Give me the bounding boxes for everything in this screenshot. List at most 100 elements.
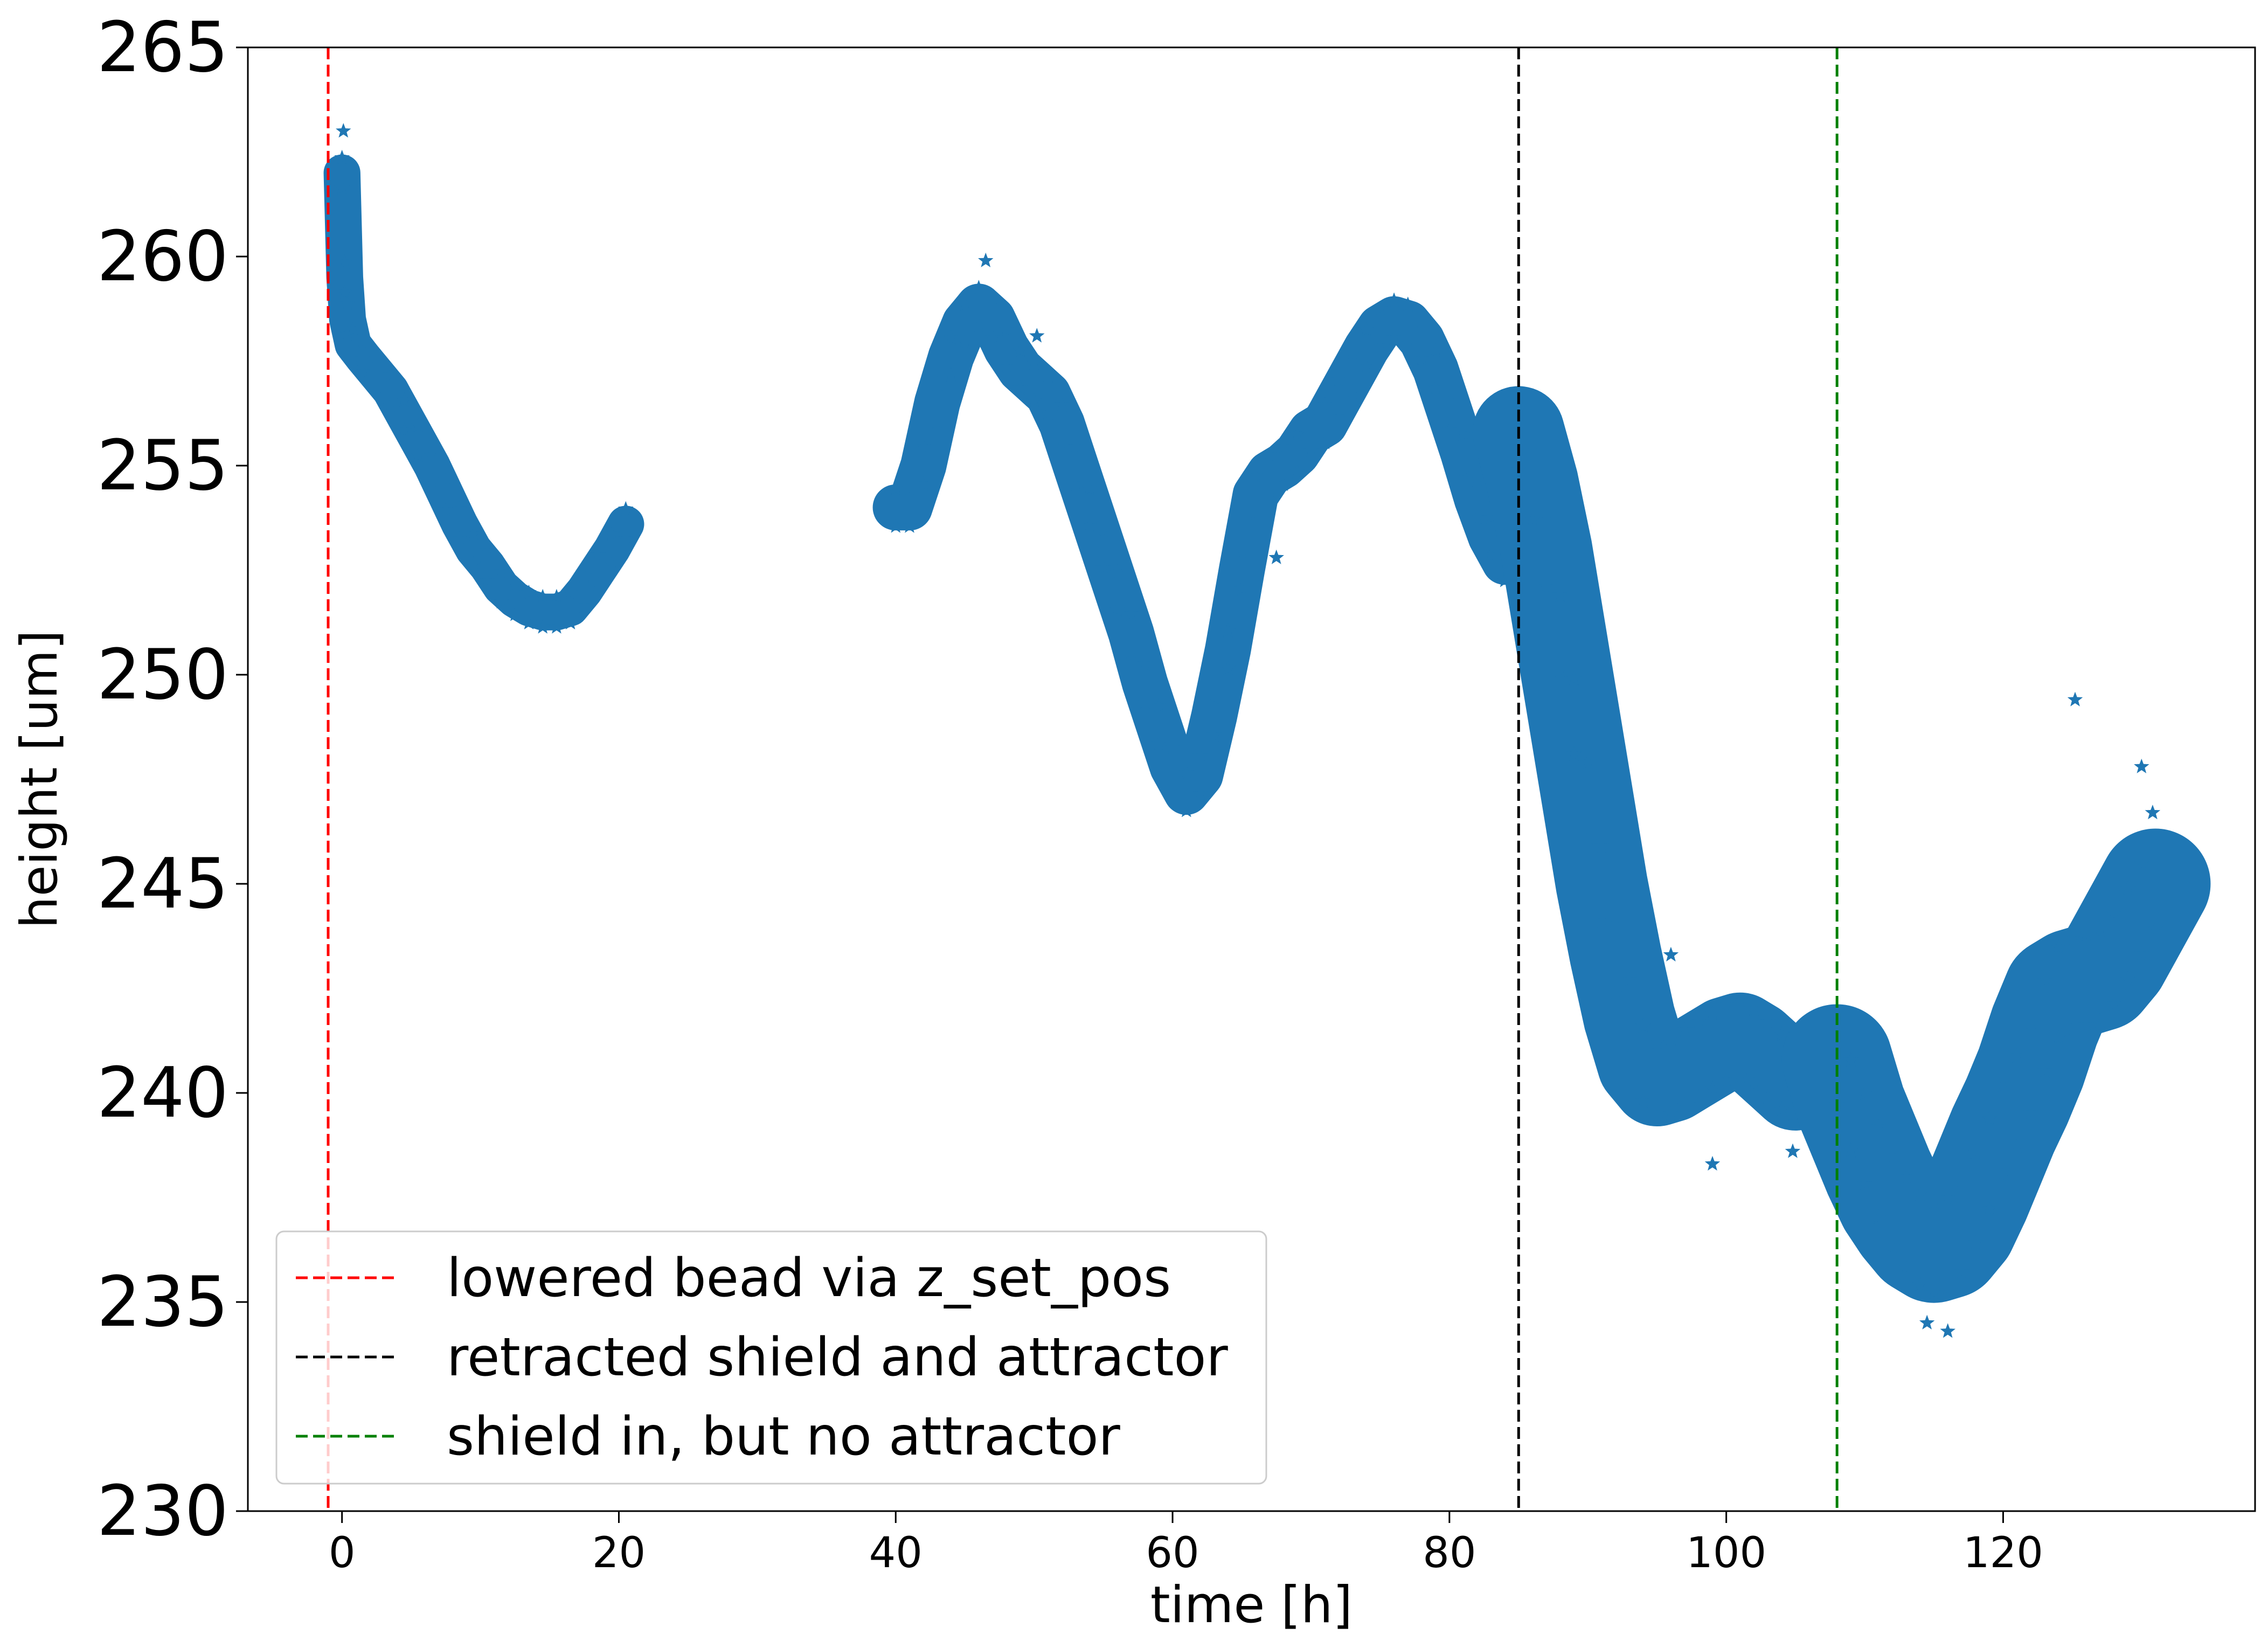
data-point <box>2120 971 2135 986</box>
data-point <box>1344 384 1361 399</box>
data-point <box>1261 484 1278 500</box>
data-point <box>2064 931 2080 946</box>
data-point <box>1954 1264 1969 1279</box>
data-point <box>1040 368 1056 383</box>
data-point <box>1538 579 1554 594</box>
data-point <box>998 321 1015 336</box>
data-point <box>2009 1138 2025 1153</box>
data-point <box>466 526 481 541</box>
data-point <box>1594 913 1610 928</box>
data-point <box>2106 905 2122 920</box>
data-point <box>1206 689 1222 704</box>
data-band-stroke <box>1781 828 2211 1303</box>
data-point <box>2009 1048 2025 1063</box>
data-point <box>1898 1259 1914 1275</box>
data-point <box>915 439 931 454</box>
data-point <box>1220 622 1236 638</box>
outlier-point <box>2134 758 2149 773</box>
data-point <box>1095 522 1111 537</box>
outlier-point <box>1704 1155 1721 1171</box>
data-point <box>1275 439 1291 454</box>
y-tick-label: 240 <box>97 1053 228 1133</box>
data-point <box>2120 881 2135 896</box>
data-point <box>535 588 551 604</box>
data-point <box>1483 510 1499 525</box>
data-point <box>563 584 578 599</box>
data-point <box>1234 543 1250 558</box>
data-point <box>2050 939 2066 954</box>
data-point <box>577 567 592 583</box>
data-point <box>1289 463 1305 479</box>
outlier-point <box>1663 946 1679 962</box>
data-point <box>1275 476 1291 491</box>
data-point <box>549 619 565 634</box>
outlier-point <box>1785 1143 1801 1158</box>
outlier-point <box>1940 1323 1955 1338</box>
data-point <box>369 380 385 396</box>
data-point <box>1704 1081 1721 1096</box>
data-point <box>1372 301 1388 316</box>
data-point <box>1538 503 1554 518</box>
data-point <box>1469 510 1485 525</box>
data-point <box>2023 1105 2039 1120</box>
data-point <box>383 397 398 412</box>
data-point <box>1261 447 1278 462</box>
data-point <box>1192 786 1208 801</box>
data-point <box>1981 1201 1997 1216</box>
data-point <box>943 330 959 345</box>
data-point <box>1981 1111 1997 1126</box>
outlier-point <box>1029 328 1045 343</box>
data-point <box>1123 606 1139 621</box>
data-point <box>1164 739 1181 754</box>
data-point <box>1843 1052 1859 1067</box>
data-point <box>1898 1169 1914 1184</box>
data-point <box>1967 1234 1983 1249</box>
data-point <box>1178 765 1194 780</box>
data-point <box>1912 1276 1928 1291</box>
data-point <box>1718 1072 1734 1087</box>
data-point <box>480 543 495 558</box>
y-tick-label: 260 <box>97 217 228 297</box>
data-point <box>1774 1026 1790 1041</box>
data-point <box>618 501 634 516</box>
data-point <box>339 296 356 311</box>
data-point <box>1995 1167 2011 1182</box>
outlier-point <box>1268 549 1284 564</box>
data-point <box>1760 1014 1775 1029</box>
data-point <box>1594 838 1610 853</box>
data-point <box>888 518 904 533</box>
data-point <box>1026 392 1042 407</box>
data-point <box>2092 1013 2108 1028</box>
data-point <box>424 442 440 458</box>
data-point <box>1109 601 1125 617</box>
data-point <box>1026 355 1042 370</box>
data-point <box>1441 422 1458 437</box>
data-point <box>1317 397 1333 412</box>
data-point <box>888 480 904 495</box>
data-point <box>1677 1022 1693 1037</box>
data-point <box>1095 560 1111 575</box>
data-point <box>1580 754 1596 770</box>
data-point <box>1400 334 1416 349</box>
data-point <box>1344 347 1361 362</box>
data-point <box>1635 1093 1651 1108</box>
data-point <box>2078 926 2094 941</box>
data-point <box>397 422 412 437</box>
data-point <box>410 417 426 432</box>
data-point <box>345 321 361 336</box>
outlier-point <box>2067 691 2083 707</box>
data-point <box>1691 1089 1707 1104</box>
x-tick-label: 60 <box>1146 1529 1199 1577</box>
data-point <box>1206 727 1222 742</box>
data-point <box>1524 511 1541 527</box>
y-axis: 230 235 240 245 250 255 260 265 <box>97 8 248 1552</box>
data-point <box>563 614 578 629</box>
data-point <box>1704 1005 1721 1020</box>
data-point <box>1732 993 1748 1008</box>
data-point <box>466 556 481 571</box>
data-point <box>2064 1021 2080 1036</box>
data-point <box>1483 547 1499 562</box>
data-point <box>1455 426 1471 441</box>
data-point <box>2147 830 2163 846</box>
data-layer <box>323 123 2211 1338</box>
